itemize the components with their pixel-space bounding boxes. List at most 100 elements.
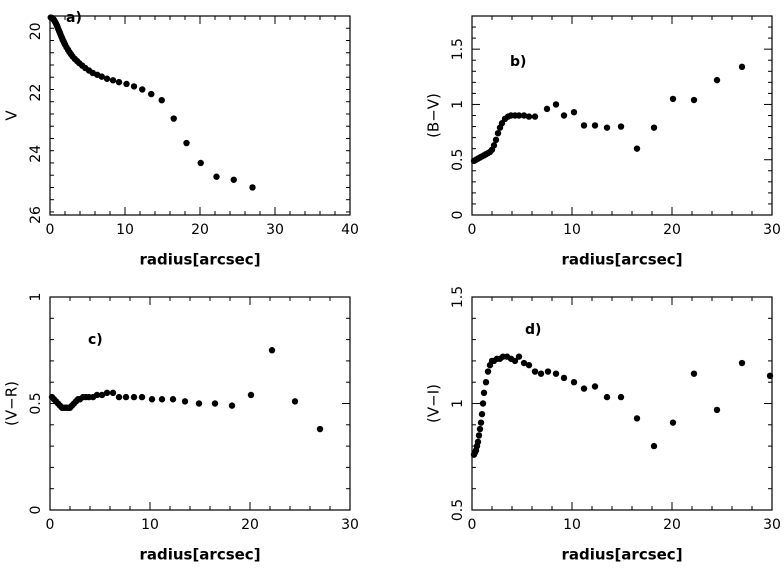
data-point-d [580, 385, 588, 392]
data-point-b [492, 136, 500, 144]
data-point-a [98, 73, 105, 80]
y-tick-label-c: 1 [28, 293, 44, 302]
data-point-b [690, 96, 698, 104]
data-point-d [690, 370, 698, 377]
data-point-b [591, 122, 599, 129]
x-tick-label-a: 30 [266, 222, 284, 238]
y-tick-label-b: 0 [450, 211, 466, 220]
data-point-d [511, 357, 519, 365]
y-axis-label-a: V [3, 110, 21, 121]
data-point-d [544, 368, 552, 375]
data-point-c [169, 396, 177, 403]
x-tick-label-c: 0 [46, 517, 55, 533]
data-point-b [515, 112, 523, 119]
data-point-c [228, 402, 236, 409]
x-axis-label-d: radius[arcsec] [561, 546, 682, 564]
data-point-a [115, 78, 123, 86]
data-point-d [591, 383, 599, 390]
y-axis-label-c: (V−R) [3, 381, 21, 426]
x-axis-label-c: radius[arcsec] [139, 546, 260, 564]
data-point-c [268, 347, 276, 354]
plot-frame-a [49, 15, 351, 216]
x-tick-label-d: 0 [468, 517, 477, 533]
data-point-c [122, 393, 130, 401]
data-point-a [148, 90, 155, 98]
x-tick-label-b: 20 [663, 222, 681, 238]
data-point-b [494, 129, 502, 137]
x-tick-label-b: 10 [563, 222, 581, 238]
data-point-b [650, 124, 658, 131]
data-point-b [520, 112, 528, 119]
data-point-d [480, 389, 488, 397]
data-point-c [115, 393, 123, 401]
x-tick-label-a: 0 [46, 222, 55, 238]
data-point-a [170, 115, 177, 122]
data-point-a [158, 96, 165, 104]
data-point-b [490, 142, 498, 149]
y-tick-label-b: 1 [450, 100, 466, 109]
x-tick-label-d: 10 [563, 517, 581, 533]
data-point-c [181, 398, 189, 405]
data-point-c [195, 400, 203, 407]
data-point-c [148, 396, 156, 403]
data-point-a [230, 176, 237, 183]
y-tick-label-b: 0.5 [450, 149, 466, 171]
panel-b: 0 10 20 30 0 0.5 1 1.5 radius[arcsec] (B−V) b) [425, 15, 781, 269]
y-tick-label-b: 1.5 [450, 38, 466, 60]
data-point-a [103, 75, 111, 82]
data-point-d [766, 372, 774, 380]
data-point-d [515, 353, 523, 360]
data-point-d [477, 419, 485, 426]
data-point-b [552, 101, 560, 108]
y-tick-label-d: 1 [450, 399, 466, 408]
data-point-d [738, 359, 746, 367]
data-point-d [478, 410, 486, 418]
data-point-c [158, 396, 166, 403]
panel-label-c: c) [88, 332, 103, 348]
data-point-a [183, 139, 190, 147]
data-point-a [139, 86, 146, 93]
panel-a: 0 10 20 30 40 20 22 24 26 radius[arcsec] Va) [3, 10, 359, 269]
data-point-c [109, 389, 117, 397]
x-tick-label-d: 20 [663, 517, 681, 533]
data-point-c [130, 393, 138, 401]
data-point-b [560, 112, 568, 119]
x-tick-label-a: 20 [191, 222, 209, 238]
data-point-b [713, 76, 721, 84]
data-point-c [316, 425, 324, 433]
x-tick-label-a: 40 [341, 222, 359, 238]
data-point-d [525, 361, 533, 369]
data-point-b [543, 105, 551, 113]
data-point-b [525, 113, 533, 120]
panel-c: 0 10 20 30 0 0.5 1 radius[arcsec] (V−R) c) [3, 293, 359, 564]
x-tick-label-d: 30 [763, 517, 781, 533]
data-point-c [103, 389, 111, 397]
data-point-b [570, 108, 578, 116]
y-tick-label-d: 1.5 [450, 286, 466, 308]
data-point-b [603, 124, 611, 131]
data-point-b [669, 95, 677, 103]
data-point-d [475, 432, 483, 439]
data-point-d [633, 415, 641, 422]
data-point-a [249, 184, 256, 191]
data-point-b [580, 122, 588, 129]
data-point-a [197, 159, 204, 167]
data-point-d [531, 368, 539, 375]
panel-label-b: b) [510, 54, 526, 70]
y-tick-label-a: 24 [28, 145, 44, 163]
data-point-a [123, 80, 130, 88]
data-point-d [560, 374, 568, 382]
data-point-d [482, 379, 490, 386]
plot-frame-d [471, 296, 773, 511]
data-point-b [617, 123, 625, 130]
x-tick-label-a: 10 [116, 222, 134, 238]
x-tick-label-b: 30 [763, 222, 781, 238]
data-point-d [650, 442, 658, 450]
data-point-c [247, 391, 255, 399]
data-point-b [633, 145, 641, 152]
y-tick-label-a: 20 [28, 22, 44, 40]
data-point-b [531, 113, 539, 120]
data-point-d [479, 400, 487, 407]
data-point-a [213, 173, 220, 180]
